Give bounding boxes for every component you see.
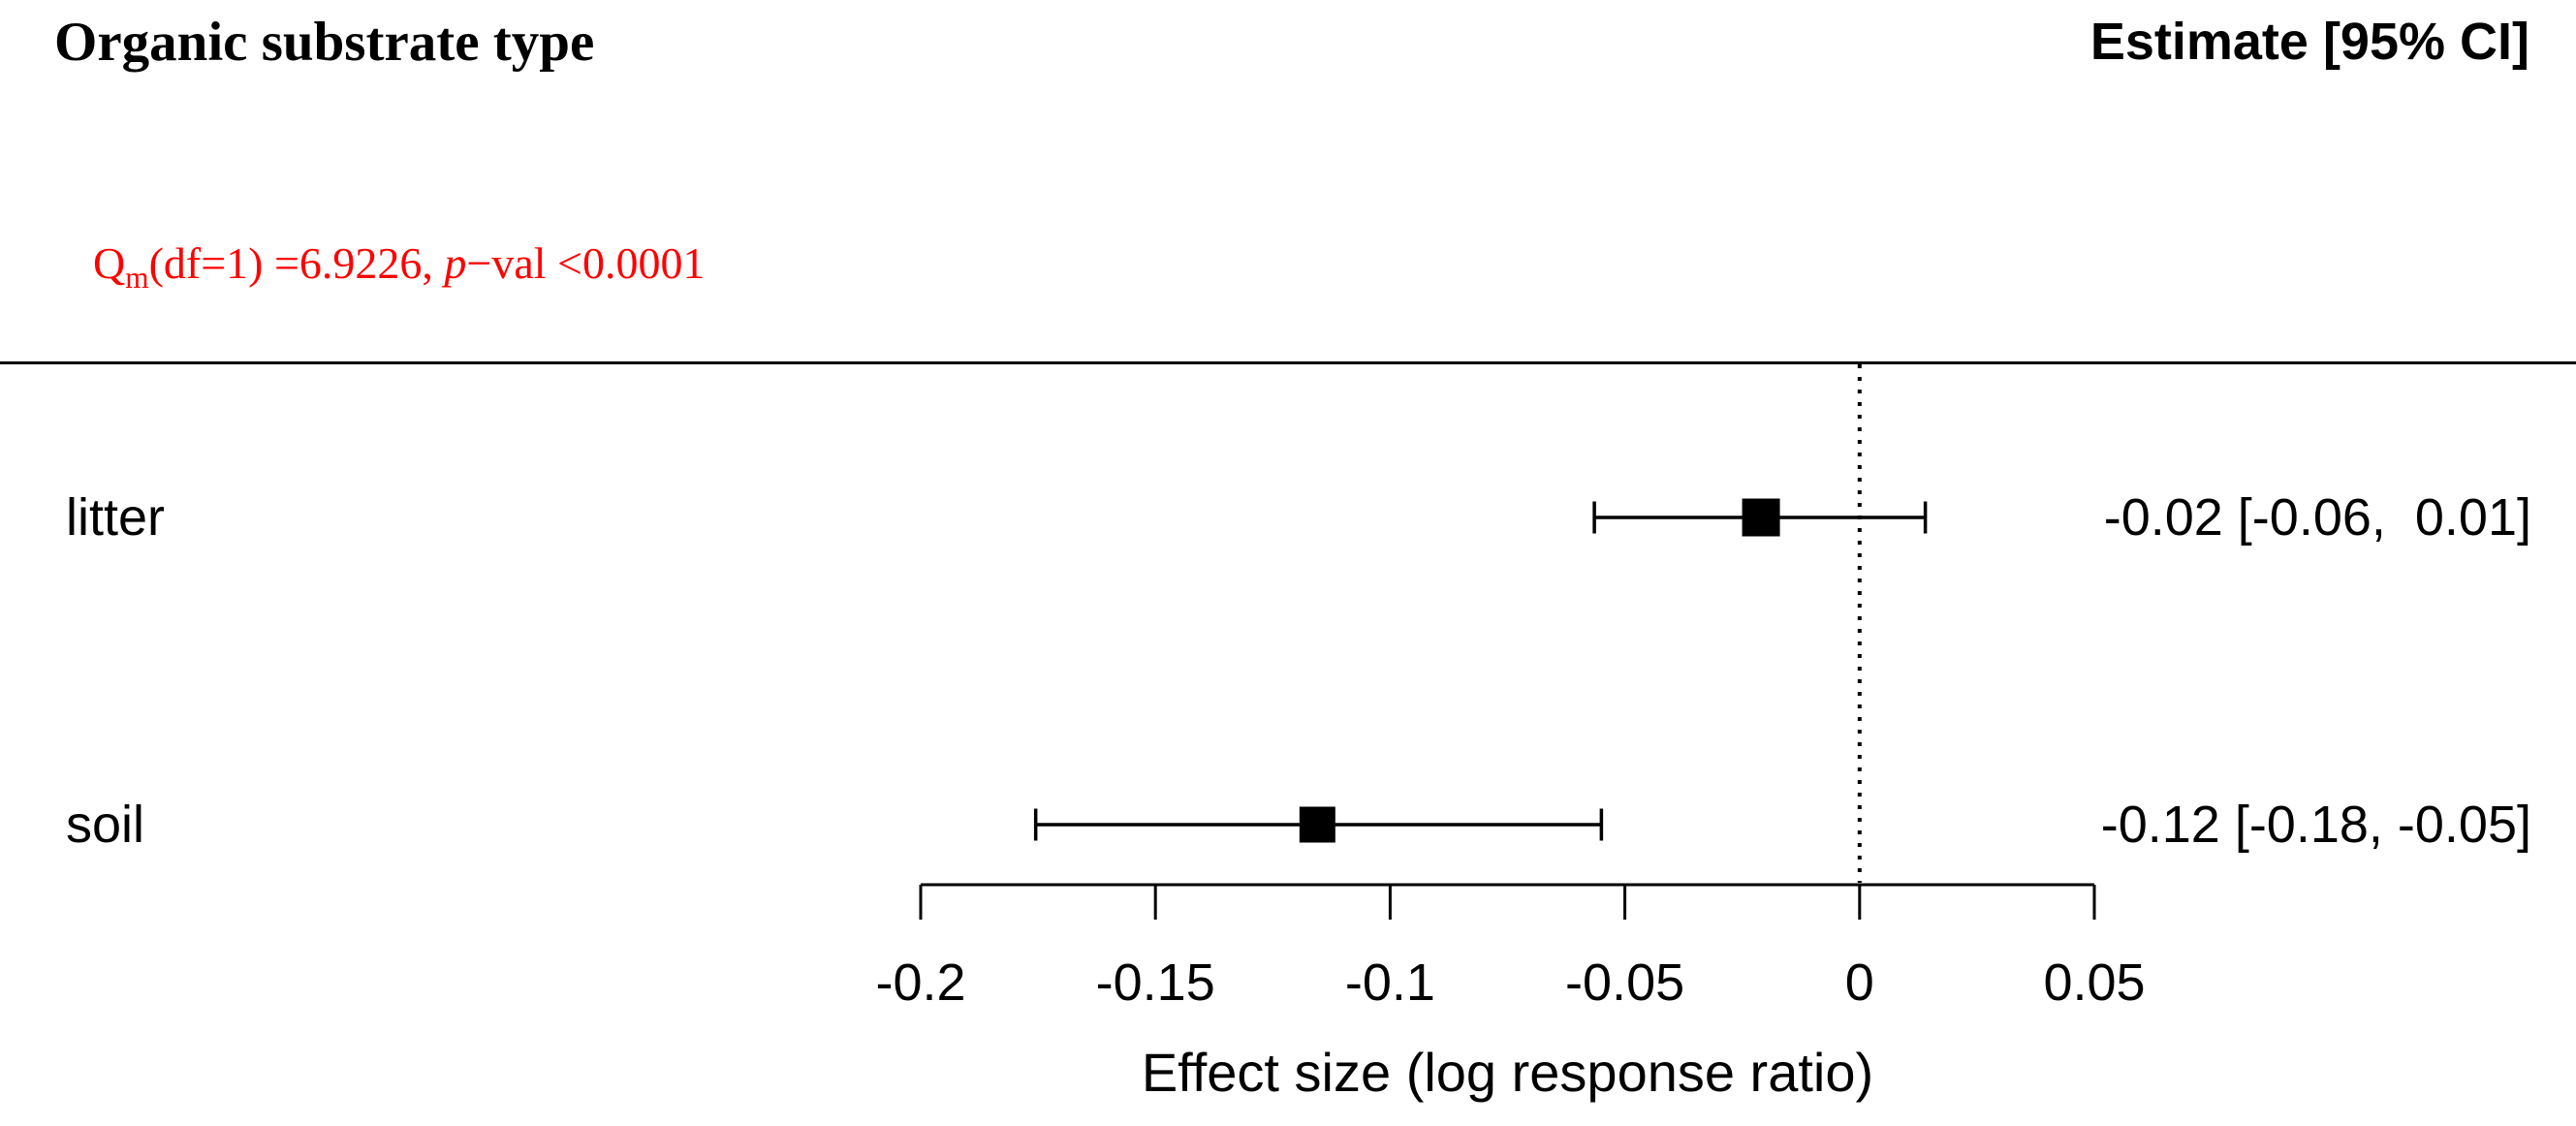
estimate-column-header: Estimate [95% CI] [2089,13,2529,71]
p-symbol: p [444,238,467,288]
row-label-litter: litter [66,488,166,547]
moderator-test-label: Qm(df=1) =6.9226, p−val <0.0001 [48,182,706,345]
estimate-value-litter: -0.02 [-0.06, 0.01] [2103,488,2531,547]
row-label-soil: soil [66,796,145,854]
x-axis-title: Effect size (log response ratio) [1141,1042,1874,1103]
x-axis-tick-label: -0.05 [1565,954,1684,1012]
q-symbol: Q [93,238,126,288]
plot-title: Organic substrate type [54,12,595,73]
x-axis-tick-label: -0.15 [1096,954,1215,1012]
q-subscript: m [125,261,149,296]
x-axis-tick-label: 0 [1845,954,1874,1012]
effect-size-marker [1299,806,1335,843]
p-tail-text: −val <0.0001 [466,238,706,288]
x-axis-tick-label: -0.2 [875,954,965,1012]
x-axis-tick-label: 0.05 [2043,954,2145,1012]
q-middle-text: (df=1) =6.9226, [148,238,445,288]
x-axis-tick-label: -0.1 [1345,954,1435,1012]
effect-size-marker [1742,498,1780,537]
estimate-value-soil: -0.12 [-0.18, -0.05] [2100,796,2531,854]
